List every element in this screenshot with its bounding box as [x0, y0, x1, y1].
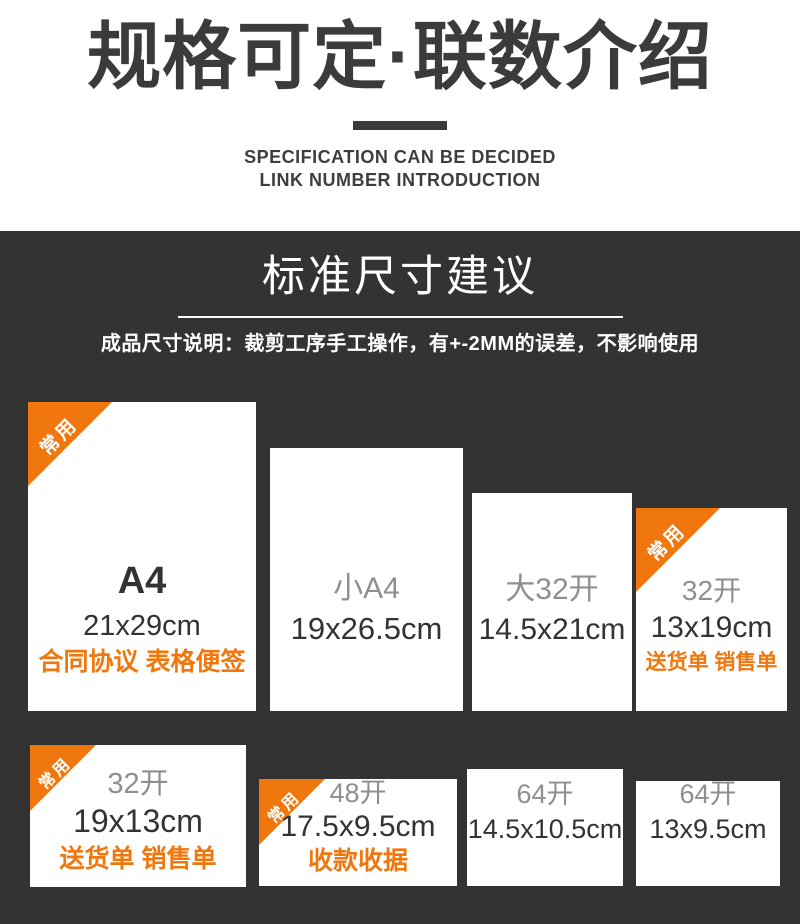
card-content: 48开 17.5x9.5cm 收款收据 — [259, 778, 457, 876]
paper-usage: 送货单 销售单 — [59, 845, 217, 874]
paper-name: 64开 — [516, 778, 574, 809]
page-subtitle: SPECIFICATION CAN BE DECIDED LINK NUMBER… — [0, 146, 800, 192]
size-card-32k-landscape: 常用 32开 19x13cm 送货单 销售单 — [30, 745, 246, 887]
paper-name: 32开 — [681, 575, 742, 607]
heading-underline — [178, 316, 623, 318]
paper-size: 19x26.5cm — [290, 611, 443, 647]
card-content: 小A4 19x26.5cm — [270, 572, 463, 647]
paper-name: 32开 — [107, 768, 169, 801]
paper-size: 19x13cm — [73, 803, 203, 840]
card-content: 大32开 14.5x21cm — [472, 573, 632, 647]
ribbon-label: 常用 — [644, 519, 691, 566]
paper-usage: 送货单 销售单 — [645, 650, 778, 674]
paper-name: A4 — [117, 560, 167, 603]
paper-name: 大32开 — [505, 573, 599, 606]
page-subtitle-line1: SPECIFICATION CAN BE DECIDED — [244, 147, 556, 167]
card-content: 64开 13x9.5cm — [636, 779, 780, 845]
paper-name: 64开 — [679, 778, 737, 809]
size-section-heading: 标准尺寸建议 — [262, 253, 538, 301]
paper-size: 14.5x21cm — [478, 612, 626, 646]
title-divider-bar — [353, 121, 447, 130]
paper-size: 14.5x10.5cm — [467, 813, 623, 844]
common-use-ribbon: 常用 — [28, 402, 112, 486]
card-content: A4 21x29cm 合同协议 表格便签 — [28, 560, 256, 677]
paper-size: 13x9.5cm — [649, 813, 767, 844]
size-card-a4: 常用 A4 21x29cm 合同协议 表格便签 — [28, 402, 256, 711]
card-content: 32开 13x19cm 送货单 销售单 — [636, 575, 787, 675]
size-card-32k-portrait: 常用 32开 13x19cm 送货单 销售单 — [636, 508, 787, 711]
paper-usage: 收款收据 — [307, 847, 408, 876]
card-content: 64开 14.5x10.5cm — [467, 779, 623, 845]
paper-name: 48开 — [329, 777, 387, 808]
card-content: 32开 19x13cm 送货单 销售单 — [30, 768, 246, 874]
size-card-64k-small: 64开 13x9.5cm — [636, 779, 780, 886]
size-card-big-32k: 大32开 14.5x21cm — [472, 493, 632, 711]
page-subtitle-line2: LINK NUMBER INTRODUCTION — [259, 170, 541, 190]
page-title: 规格可定·联数介绍 — [87, 15, 713, 98]
size-tolerance-note: 成品尺寸说明：裁剪工序手工操作，有+-2MM的误差，不影响使用 — [100, 333, 700, 355]
size-card-small-a4: 小A4 19x26.5cm — [270, 448, 463, 711]
hero-section: 规格可定·联数介绍 SPECIFICATION CAN BE DECIDED L… — [0, 0, 800, 231]
paper-size: 13x19cm — [650, 611, 773, 645]
paper-size: 21x29cm — [83, 609, 201, 642]
paper-usage: 合同协议 表格便签 — [38, 648, 246, 677]
paper-name: 小A4 — [333, 571, 400, 605]
size-card-48k: 常用 48开 17.5x9.5cm 收款收据 — [259, 778, 457, 886]
paper-size: 17.5x9.5cm — [280, 809, 436, 843]
ribbon-label: 常用 — [36, 413, 83, 460]
size-card-64k-large: 64开 14.5x10.5cm — [467, 769, 623, 886]
